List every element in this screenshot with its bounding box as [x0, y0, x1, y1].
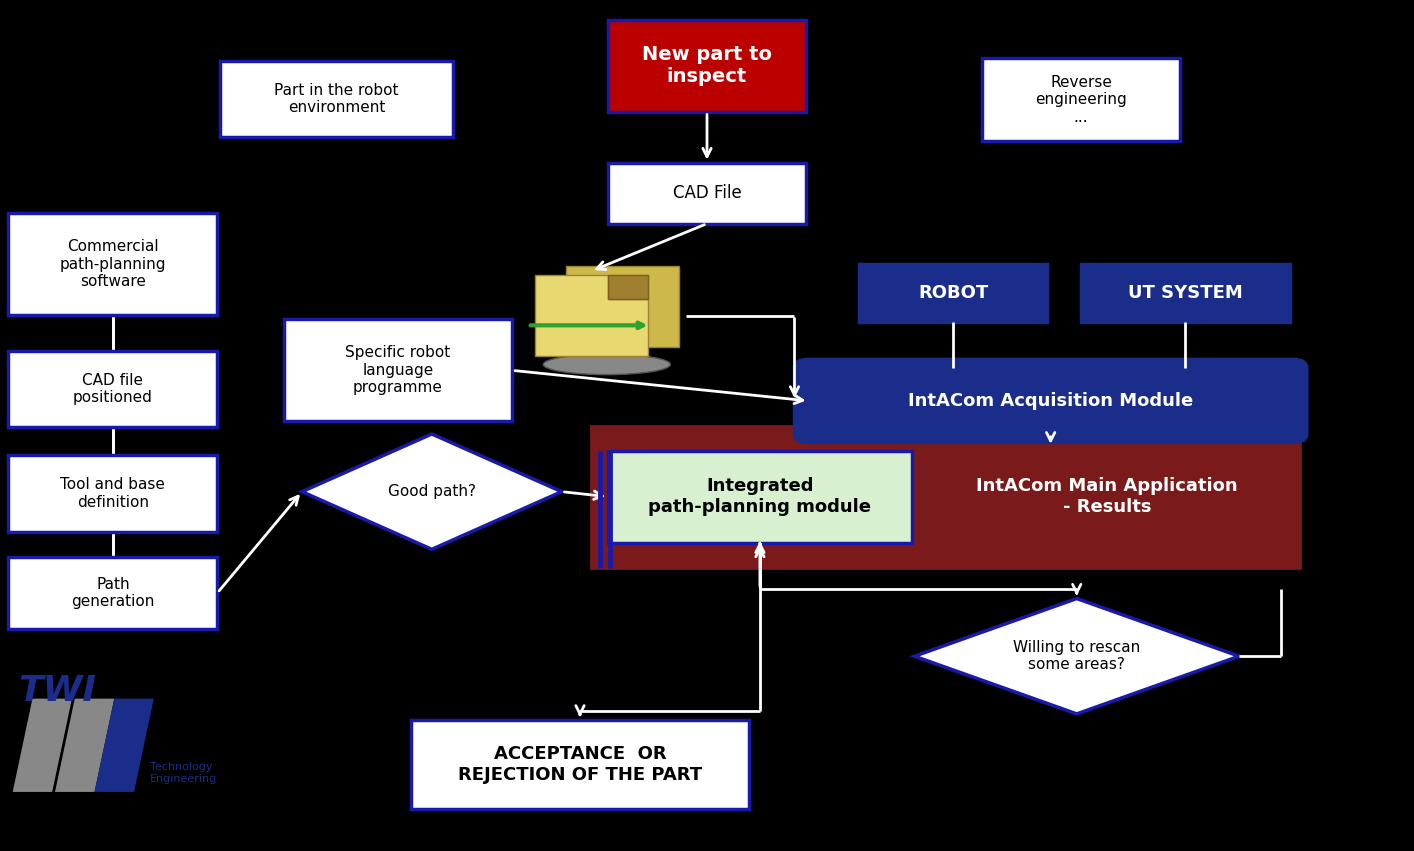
Text: Path
generation: Path generation [71, 577, 154, 609]
Text: TWI: TWI [18, 674, 96, 708]
Text: Willing to rescan
some areas?: Willing to rescan some areas? [1012, 640, 1140, 672]
FancyBboxPatch shape [566, 266, 679, 346]
Text: Commercial
path-planning
software: Commercial path-planning software [59, 239, 165, 289]
Text: CAD file
positioned: CAD file positioned [74, 373, 153, 405]
Text: Reverse
engineering
...: Reverse engineering ... [1035, 75, 1127, 125]
Ellipse shape [543, 354, 670, 374]
Text: IntACom Acquisition Module: IntACom Acquisition Module [908, 392, 1193, 410]
Polygon shape [95, 699, 154, 792]
Polygon shape [915, 598, 1239, 714]
Text: Tool and base
definition: Tool and base definition [61, 477, 165, 510]
FancyBboxPatch shape [534, 276, 648, 356]
Text: Part in the robot
environment: Part in the robot environment [274, 83, 399, 115]
FancyBboxPatch shape [922, 438, 1292, 556]
Polygon shape [13, 699, 72, 792]
Text: CAD File: CAD File [673, 184, 741, 202]
FancyBboxPatch shape [8, 557, 218, 629]
FancyBboxPatch shape [8, 214, 218, 315]
Text: ROBOT: ROBOT [918, 284, 988, 302]
FancyBboxPatch shape [608, 20, 806, 111]
FancyBboxPatch shape [591, 426, 1299, 568]
FancyBboxPatch shape [1080, 265, 1290, 322]
FancyBboxPatch shape [8, 455, 218, 532]
FancyBboxPatch shape [809, 368, 1292, 434]
Text: ACCEPTANCE  OR
REJECTION OF THE PART: ACCEPTANCE OR REJECTION OF THE PART [458, 745, 703, 784]
Text: Integrated
path-planning module: Integrated path-planning module [649, 477, 871, 517]
Text: Technology
Engineering: Technology Engineering [150, 762, 216, 784]
FancyBboxPatch shape [860, 265, 1048, 322]
FancyBboxPatch shape [284, 319, 512, 421]
Text: UT SYSTEM: UT SYSTEM [1128, 284, 1243, 302]
FancyBboxPatch shape [8, 351, 218, 427]
Polygon shape [303, 434, 561, 550]
FancyBboxPatch shape [795, 359, 1307, 443]
Text: New part to
inspect: New part to inspect [642, 45, 772, 86]
Text: Good path?: Good path? [387, 484, 477, 500]
FancyBboxPatch shape [608, 451, 912, 543]
Polygon shape [55, 699, 115, 792]
FancyBboxPatch shape [221, 60, 452, 137]
FancyBboxPatch shape [410, 720, 749, 809]
Polygon shape [608, 276, 648, 299]
Text: IntACom Acquisition Module: IntACom Acquisition Module [908, 392, 1193, 410]
FancyBboxPatch shape [608, 163, 806, 224]
Text: IntACom Main Application
- Results: IntACom Main Application - Results [976, 477, 1237, 517]
FancyBboxPatch shape [983, 58, 1179, 141]
Text: Specific robot
language
programme: Specific robot language programme [345, 346, 451, 395]
